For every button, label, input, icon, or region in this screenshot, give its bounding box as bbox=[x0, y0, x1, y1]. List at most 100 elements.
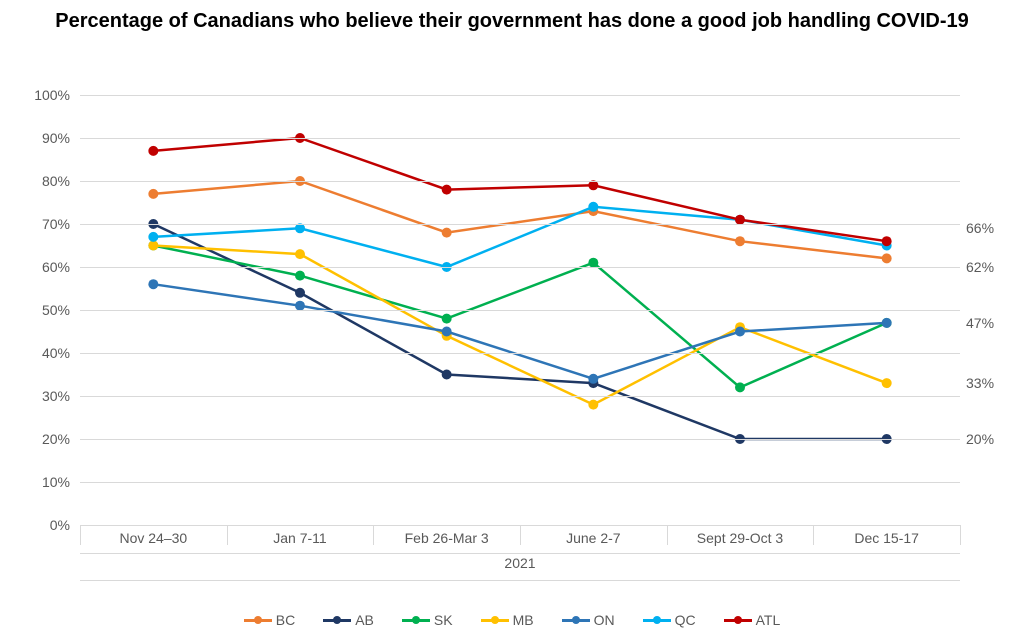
y-tick-label: 0% bbox=[20, 517, 70, 533]
legend-item-qc: QC bbox=[643, 612, 696, 628]
marker bbox=[148, 189, 158, 199]
legend-label: SK bbox=[434, 612, 453, 628]
series-line-bc bbox=[153, 181, 886, 258]
marker bbox=[588, 400, 598, 410]
legend-label: BC bbox=[276, 612, 295, 628]
marker bbox=[148, 279, 158, 289]
marker bbox=[442, 370, 452, 380]
end-value-label: 66% bbox=[966, 220, 994, 236]
chart-title: Percentage of Canadians who believe thei… bbox=[0, 8, 1024, 34]
end-value-label: 47% bbox=[966, 315, 994, 331]
end-value-label: 20% bbox=[966, 431, 994, 447]
x-tick-label: Jan 7-11 bbox=[273, 530, 326, 546]
chart-container: Percentage of Canadians who believe thei… bbox=[0, 0, 1024, 638]
gridline bbox=[80, 439, 960, 440]
y-tick-label: 80% bbox=[20, 173, 70, 189]
legend-marker bbox=[412, 616, 420, 624]
x-tick bbox=[813, 525, 814, 545]
y-tick-label: 50% bbox=[20, 302, 70, 318]
gridline bbox=[80, 138, 960, 139]
legend-item-atl: ATL bbox=[724, 612, 781, 628]
legend-item-sk: SK bbox=[402, 612, 453, 628]
x-tick-label: Nov 24–30 bbox=[119, 530, 187, 546]
x-tick bbox=[520, 525, 521, 545]
marker bbox=[148, 232, 158, 242]
legend-swatch bbox=[244, 619, 272, 622]
x-tick-label: Dec 15-17 bbox=[854, 530, 919, 546]
y-tick-label: 100% bbox=[20, 87, 70, 103]
marker bbox=[882, 378, 892, 388]
gridline bbox=[80, 181, 960, 182]
plot-area: Nov 24–30Jan 7-11Feb 26-Mar 3June 2-7Sep… bbox=[80, 95, 960, 525]
marker bbox=[735, 382, 745, 392]
legend-marker bbox=[653, 616, 661, 624]
legend-swatch bbox=[724, 619, 752, 622]
gridline bbox=[80, 267, 960, 268]
marker bbox=[588, 202, 598, 212]
series-line-ab bbox=[153, 224, 886, 439]
legend-item-ab: AB bbox=[323, 612, 374, 628]
x-tick-label: June 2-7 bbox=[566, 530, 620, 546]
series-line-mb bbox=[153, 246, 886, 405]
marker bbox=[295, 271, 305, 281]
legend-swatch bbox=[402, 619, 430, 622]
gridline bbox=[80, 396, 960, 397]
legend-swatch bbox=[562, 619, 590, 622]
y-tick-label: 90% bbox=[20, 130, 70, 146]
legend-marker bbox=[491, 616, 499, 624]
legend-label: ON bbox=[594, 612, 615, 628]
legend-marker bbox=[333, 616, 341, 624]
legend-label: AB bbox=[355, 612, 374, 628]
y-tick-label: 40% bbox=[20, 345, 70, 361]
legend-label: ATL bbox=[756, 612, 781, 628]
legend-swatch bbox=[481, 619, 509, 622]
marker bbox=[148, 241, 158, 251]
legend-marker bbox=[572, 616, 580, 624]
legend: BC AB SK MB ON QC ATL bbox=[0, 612, 1024, 628]
x-tick bbox=[80, 525, 81, 545]
marker bbox=[882, 318, 892, 328]
marker bbox=[882, 236, 892, 246]
marker bbox=[295, 288, 305, 298]
gridline bbox=[80, 310, 960, 311]
y-tick-label: 10% bbox=[20, 474, 70, 490]
x-tick bbox=[667, 525, 668, 545]
x-tick-label: Feb 26-Mar 3 bbox=[405, 530, 489, 546]
legend-swatch bbox=[323, 619, 351, 622]
x-axis-year: 2021 bbox=[80, 555, 960, 571]
marker bbox=[442, 327, 452, 337]
marker bbox=[882, 253, 892, 263]
marker bbox=[588, 374, 598, 384]
marker bbox=[735, 236, 745, 246]
marker bbox=[442, 185, 452, 195]
marker bbox=[148, 146, 158, 156]
series-line-on bbox=[153, 284, 886, 379]
gridline bbox=[80, 224, 960, 225]
legend-item-mb: MB bbox=[481, 612, 534, 628]
x-tick bbox=[227, 525, 228, 545]
y-tick-label: 20% bbox=[20, 431, 70, 447]
marker bbox=[442, 314, 452, 324]
series-line-atl bbox=[153, 138, 886, 241]
series-line-qc bbox=[153, 207, 886, 267]
legend-swatch bbox=[643, 619, 671, 622]
marker bbox=[442, 228, 452, 238]
y-tick-label: 70% bbox=[20, 216, 70, 232]
gridline bbox=[80, 353, 960, 354]
legend-marker bbox=[254, 616, 262, 624]
end-value-label: 33% bbox=[966, 375, 994, 391]
x-tick bbox=[960, 525, 961, 545]
legend-label: MB bbox=[513, 612, 534, 628]
legend-marker bbox=[734, 616, 742, 624]
legend-item-bc: BC bbox=[244, 612, 295, 628]
y-tick-label: 30% bbox=[20, 388, 70, 404]
x-tick bbox=[373, 525, 374, 545]
gridline bbox=[80, 95, 960, 96]
legend-item-on: ON bbox=[562, 612, 615, 628]
end-value-label: 62% bbox=[966, 259, 994, 275]
marker bbox=[735, 327, 745, 337]
y-tick-label: 60% bbox=[20, 259, 70, 275]
gridline bbox=[80, 482, 960, 483]
x-tick-label: Sept 29-Oct 3 bbox=[697, 530, 783, 546]
marker bbox=[295, 249, 305, 259]
